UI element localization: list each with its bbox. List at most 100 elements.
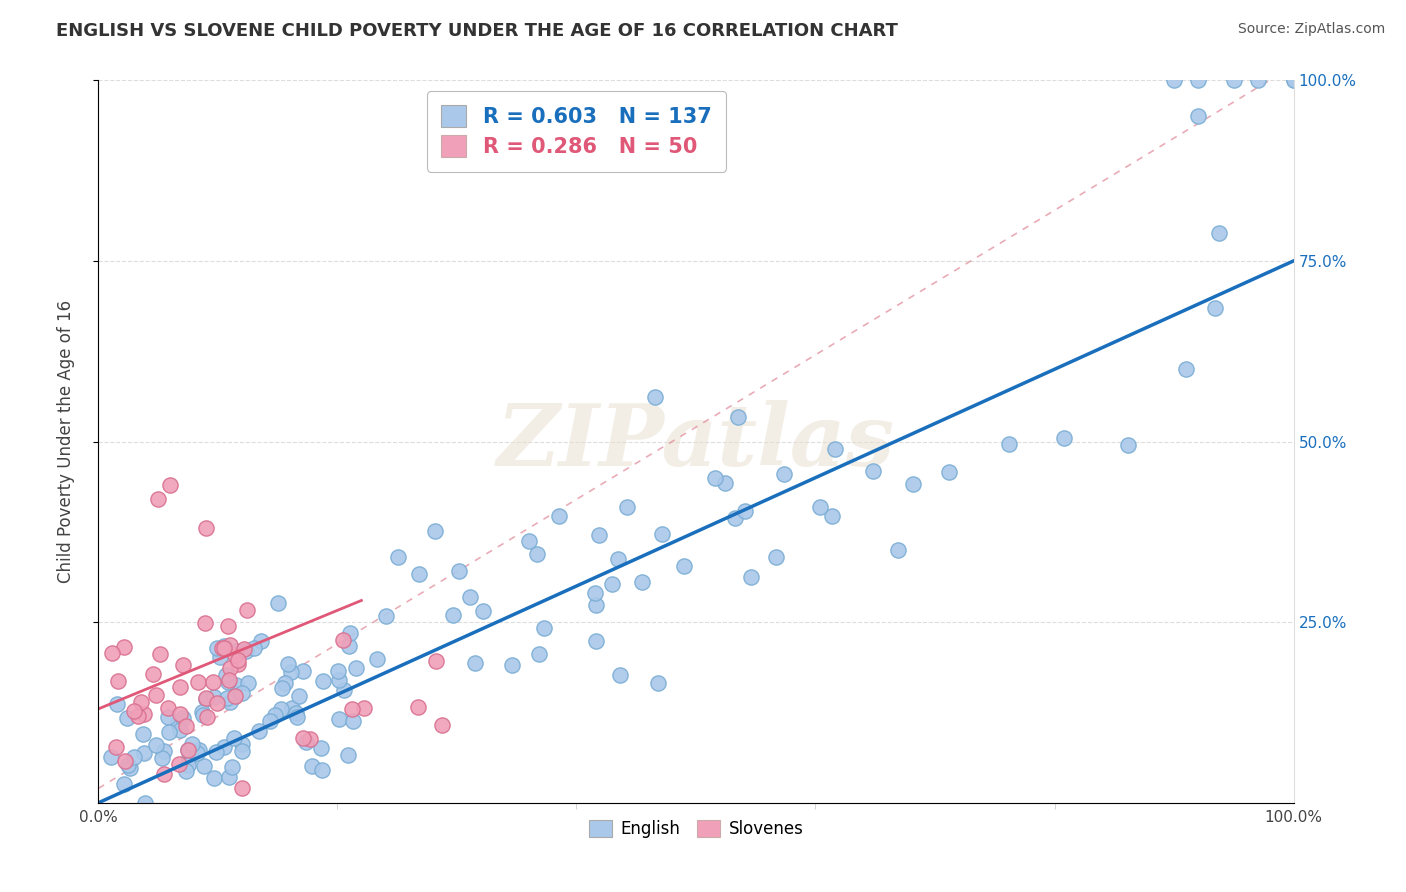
Point	[723, 510, 745, 524]
Point	[231, 686, 253, 700]
Point	[100, 749, 122, 764]
Point	[217, 619, 239, 633]
Point	[773, 467, 796, 481]
Point	[169, 723, 191, 738]
Point	[145, 738, 167, 752]
Point	[115, 710, 138, 724]
Point	[105, 697, 128, 711]
Point	[112, 640, 135, 654]
Point	[281, 701, 304, 715]
Point	[585, 633, 607, 648]
Point	[217, 674, 239, 689]
Point	[215, 691, 238, 706]
Point	[219, 661, 242, 675]
Point	[336, 748, 359, 763]
Point	[247, 723, 270, 738]
Point	[218, 638, 240, 652]
Point	[291, 731, 314, 746]
Point	[222, 731, 245, 745]
Point	[808, 500, 831, 515]
Point	[616, 500, 638, 515]
Point	[174, 719, 197, 733]
Point	[606, 551, 628, 566]
Point	[441, 607, 464, 622]
Point	[204, 690, 226, 704]
Point	[194, 691, 217, 706]
Point	[821, 508, 844, 523]
Point	[195, 521, 218, 535]
Point	[824, 442, 846, 456]
Point	[533, 621, 555, 635]
Point	[734, 504, 756, 518]
Point	[193, 758, 215, 772]
Point	[285, 710, 308, 724]
Point	[148, 492, 170, 507]
Point	[326, 665, 349, 679]
Point	[517, 534, 540, 549]
Point	[187, 675, 209, 690]
Point	[464, 657, 486, 671]
Point	[157, 710, 180, 724]
Point	[526, 547, 548, 561]
Point	[112, 777, 135, 791]
Point	[1204, 301, 1226, 315]
Point	[901, 476, 924, 491]
Point	[243, 641, 266, 656]
Point	[205, 745, 228, 759]
Point	[1282, 73, 1305, 87]
Point	[207, 640, 229, 655]
Point	[703, 471, 725, 485]
Y-axis label: Child Poverty Under the Age of 16: Child Poverty Under the Age of 16	[56, 300, 75, 583]
Point	[277, 657, 299, 671]
Point	[235, 643, 257, 657]
Point	[122, 750, 145, 764]
Point	[233, 641, 256, 656]
Point	[295, 735, 318, 749]
Point	[231, 744, 253, 758]
Point	[169, 680, 191, 694]
Point	[186, 746, 208, 760]
Point	[117, 758, 139, 772]
Point	[172, 658, 194, 673]
Point	[145, 688, 167, 702]
Point	[1116, 438, 1139, 452]
Point	[425, 524, 447, 538]
Point	[408, 566, 430, 581]
Point	[609, 667, 631, 681]
Point	[727, 410, 749, 425]
Point	[104, 740, 127, 755]
Point	[157, 724, 180, 739]
Point	[100, 646, 122, 660]
Point	[179, 751, 201, 765]
Point	[529, 647, 551, 661]
Point	[218, 770, 240, 784]
Point	[285, 706, 308, 720]
Point	[212, 739, 235, 754]
Point	[887, 543, 910, 558]
Point	[740, 570, 762, 584]
Point	[188, 743, 211, 757]
Point	[264, 707, 287, 722]
Point	[150, 751, 173, 765]
Point	[166, 716, 188, 731]
Point	[209, 650, 232, 665]
Point	[312, 673, 335, 688]
Point	[228, 653, 250, 667]
Point	[231, 781, 253, 796]
Point	[1208, 226, 1230, 240]
Point	[631, 574, 654, 589]
Point	[177, 758, 200, 772]
Point	[132, 747, 155, 761]
Point	[374, 608, 396, 623]
Text: Source: ZipAtlas.com: Source: ZipAtlas.com	[1237, 22, 1385, 37]
Point	[588, 528, 610, 542]
Point	[174, 764, 197, 778]
Point	[194, 692, 217, 706]
Point	[447, 565, 470, 579]
Point	[366, 652, 388, 666]
Point	[225, 678, 247, 692]
Point	[114, 754, 136, 768]
Point	[193, 708, 215, 723]
Point	[1052, 431, 1074, 445]
Point	[214, 667, 236, 681]
